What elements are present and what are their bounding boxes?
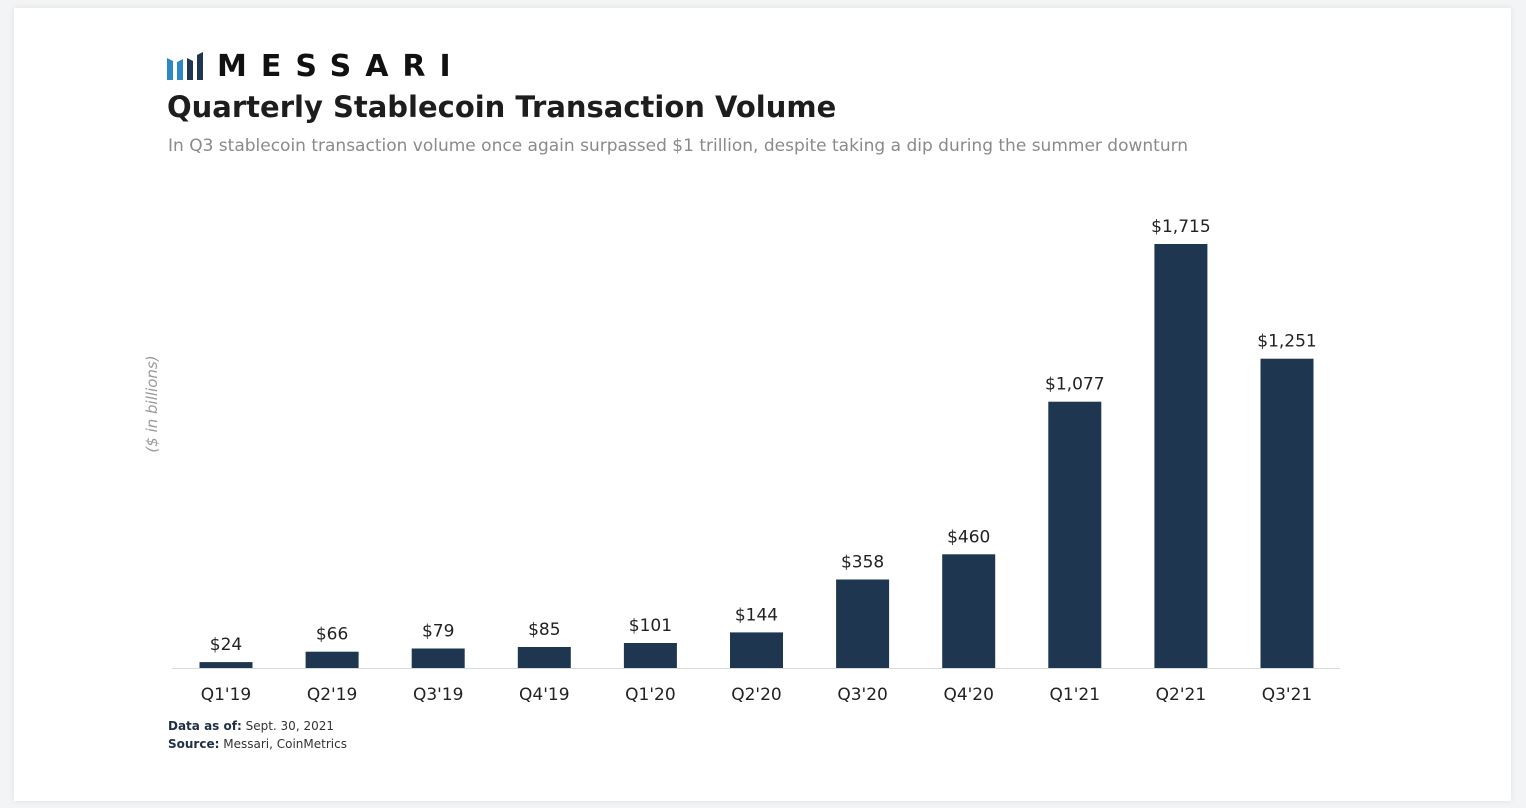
messari-logo: MESSARI bbox=[167, 48, 465, 84]
x-tick-label-3: Q4'19 bbox=[519, 685, 570, 705]
data-label-4: $101 bbox=[629, 616, 672, 636]
data-label-7: $460 bbox=[947, 527, 990, 547]
brand-name: MESSARI bbox=[217, 48, 465, 84]
data-label-3: $85 bbox=[528, 620, 560, 640]
x-tick-label-2: Q3'19 bbox=[413, 685, 464, 705]
x-tick-label-0: Q1'19 bbox=[201, 685, 252, 705]
messari-logo-icon bbox=[167, 52, 203, 80]
bar-10 bbox=[1260, 358, 1314, 668]
x-tick-label-5: Q2'20 bbox=[731, 685, 782, 705]
data-label-9: $1,715 bbox=[1151, 217, 1210, 237]
bar-9 bbox=[1154, 244, 1208, 668]
bar-3 bbox=[517, 647, 571, 668]
chart-title: Quarterly Stablecoin Transaction Volume bbox=[167, 90, 837, 124]
data-label-10: $1,251 bbox=[1257, 332, 1316, 352]
footer-date-label: Data as of: bbox=[168, 719, 242, 733]
bar-8 bbox=[1048, 401, 1102, 668]
bar-1 bbox=[305, 651, 359, 668]
x-tick-label-6: Q3'20 bbox=[837, 685, 888, 705]
data-label-5: $144 bbox=[735, 605, 778, 625]
bar-7 bbox=[942, 554, 996, 668]
data-label-6: $358 bbox=[841, 553, 884, 573]
footer-source-label: Source: bbox=[168, 737, 220, 751]
footer-date: Data as of: Sept. 30, 2021 bbox=[168, 719, 334, 733]
data-label-8: $1,077 bbox=[1045, 375, 1104, 395]
bar-4 bbox=[623, 643, 677, 668]
footer-source: Source: Messari, CoinMetrics bbox=[168, 737, 347, 751]
bar-0 bbox=[199, 662, 253, 668]
x-tick-label-1: Q2'19 bbox=[307, 685, 358, 705]
data-label-1: $66 bbox=[316, 625, 348, 645]
bar-2 bbox=[411, 648, 465, 668]
x-tick-label-9: Q2'21 bbox=[1156, 685, 1207, 705]
x-tick-label-8: Q1'21 bbox=[1050, 685, 1101, 705]
chart-subtitle: In Q3 stablecoin transaction volume once… bbox=[168, 136, 1189, 156]
x-tick-label-7: Q4'20 bbox=[943, 685, 994, 705]
footer-source-value: Messari, CoinMetrics bbox=[223, 737, 347, 751]
bar-6 bbox=[836, 579, 890, 668]
footer-date-value: Sept. 30, 2021 bbox=[245, 719, 334, 733]
bar-5 bbox=[730, 632, 783, 668]
data-label-2: $79 bbox=[422, 622, 454, 642]
data-label-0: $24 bbox=[210, 635, 242, 655]
x-tick-label-4: Q1'20 bbox=[625, 685, 676, 705]
x-tick-label-10: Q3'21 bbox=[1262, 685, 1313, 705]
